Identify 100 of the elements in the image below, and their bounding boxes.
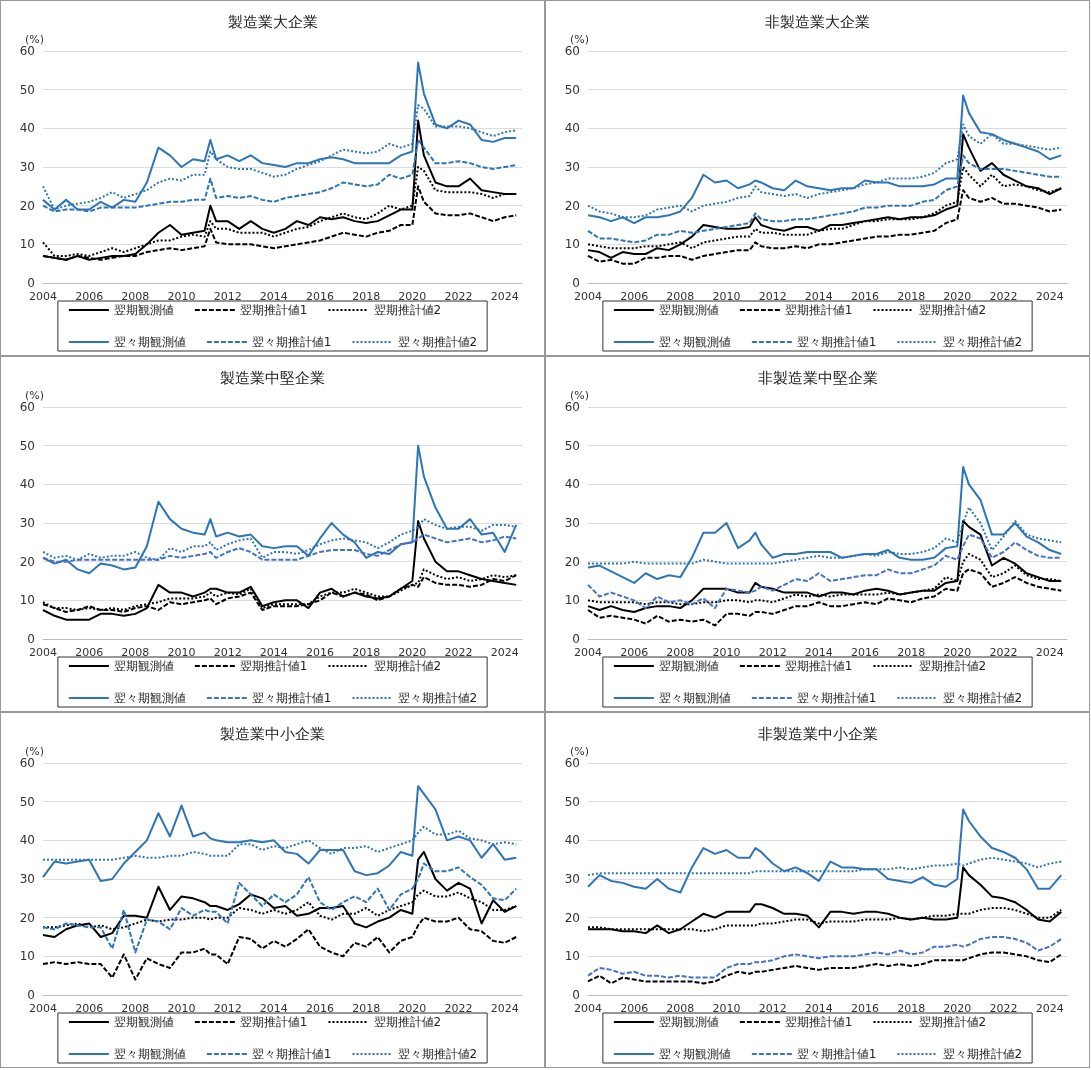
y-tick-label: 20 (564, 198, 580, 213)
x-tick-label: 2020 (943, 646, 972, 659)
x-tick-label: 2022 (444, 1002, 473, 1015)
x-tick-label: 2018 (352, 290, 381, 303)
x-tick-label: 2022 (989, 1002, 1018, 1015)
legend-label: 翌期推計値2 (373, 303, 442, 317)
legend-label: 翌期推計値2 (373, 1015, 442, 1029)
x-tick-label: 2010 (712, 290, 741, 303)
legend-label: 翌々期推計値1 (251, 1047, 332, 1061)
x-tick-label: 2008 (666, 646, 695, 659)
x-tick-label: 2018 (897, 1002, 926, 1015)
x-tick-label: 2014 (804, 290, 833, 303)
x-tick-label: 2024 (1035, 290, 1064, 303)
y-tick-label: 20 (564, 554, 580, 569)
x-tick-label: 2016 (851, 290, 880, 303)
y-tick-label: 20 (19, 554, 35, 569)
x-tick-label: 2018 (897, 290, 926, 303)
x-tick-label: 2016 (306, 290, 335, 303)
legend-label: 翌々期推計値1 (251, 691, 332, 705)
x-tick-label: 2012 (213, 290, 242, 303)
x-tick-label: 2022 (444, 646, 473, 659)
x-tick-label: 2008 (121, 646, 150, 659)
x-tick-label: 2004 (29, 290, 57, 303)
x-tick-label: 2024 (1035, 1002, 1064, 1015)
y-tick-label: 0 (27, 632, 35, 646)
x-tick-label: 2012 (213, 1002, 242, 1015)
y-tick-label: 0 (572, 276, 580, 290)
x-tick-label: 2014 (804, 646, 833, 659)
x-tick-label: 2020 (398, 646, 427, 659)
x-tick-label: 2006 (620, 290, 649, 303)
x-tick-label: 2018 (352, 646, 381, 659)
x-tick-label: 2024 (490, 290, 519, 303)
y-tick-label: 60 (19, 400, 35, 414)
x-tick-label: 2004 (574, 646, 602, 659)
x-tick-label: 2016 (306, 646, 335, 659)
y-tick-label: 40 (564, 477, 580, 492)
x-tick-label: 2018 (897, 646, 926, 659)
legend-label: 翌々期観測値 (113, 1047, 186, 1061)
legend-label: 翌期観測値 (113, 659, 174, 673)
legend-label: 翌期推計値1 (784, 1015, 853, 1029)
legend-label: 翌々期推計値1 (796, 335, 877, 349)
legend-label: 翌々期推計値2 (942, 1047, 1023, 1061)
legend-label: 翌期推計値2 (373, 659, 442, 673)
x-tick-label: 2016 (851, 1002, 880, 1015)
y-tick-label: 10 (19, 593, 35, 608)
y-tick-label: 60 (19, 756, 35, 770)
legend-label: 翌々期推計値2 (942, 335, 1023, 349)
x-tick-label: 2020 (943, 1002, 972, 1015)
x-tick-label: 2004 (574, 290, 602, 303)
y-tick-label: 30 (564, 516, 580, 530)
x-tick-label: 2010 (167, 290, 196, 303)
y-tick-label: 20 (564, 910, 580, 925)
x-tick-label: 2008 (121, 290, 150, 303)
x-tick-label: 2008 (666, 290, 695, 303)
chart-title: 製造業大企業 (227, 12, 318, 31)
x-tick-label: 2012 (758, 290, 787, 303)
x-tick-label: 2020 (398, 290, 427, 303)
legend-label: 翌々期推計値1 (796, 1047, 877, 1061)
legend-label: 翌期観測値 (658, 303, 719, 317)
x-tick-label: 2016 (851, 646, 880, 659)
y-tick-label: 50 (19, 794, 35, 809)
legend-label: 翌々期推計値1 (251, 335, 332, 349)
y-axis-title: (%) (570, 389, 590, 403)
y-tick-label: 0 (572, 632, 580, 646)
chart-title: 非製造業中小企業 (757, 724, 878, 743)
y-tick-label: 10 (564, 949, 580, 964)
legend-label: 翌々期推計値2 (397, 335, 478, 349)
y-tick-label: 50 (564, 82, 580, 97)
y-tick-label: 50 (564, 438, 580, 453)
x-tick-label: 2022 (989, 290, 1018, 303)
x-tick-label: 2020 (943, 290, 972, 303)
legend-label: 翌期推計値1 (239, 659, 308, 673)
legend-label: 翌期推計値1 (784, 659, 853, 673)
y-tick-label: 60 (564, 756, 580, 770)
y-tick-label: 40 (19, 833, 35, 848)
chart-title: 非製造業大企業 (765, 12, 870, 31)
y-tick-label: 30 (564, 160, 580, 174)
x-tick-label: 2010 (712, 1002, 741, 1015)
x-tick-label: 2004 (29, 646, 57, 659)
y-tick-label: 30 (19, 160, 35, 174)
chart-title: 製造業中小企業 (220, 724, 325, 743)
legend-label: 翌々期推計値2 (397, 691, 478, 705)
legend-label: 翌々期推計値1 (796, 691, 877, 705)
y-tick-label: 10 (564, 237, 580, 252)
x-tick-label: 2014 (804, 1002, 833, 1015)
y-tick-label: 40 (19, 477, 35, 492)
legend-label: 翌期推計値1 (784, 303, 853, 317)
legend-label: 翌期推計値2 (918, 303, 987, 317)
x-tick-label: 2024 (490, 646, 519, 659)
x-tick-label: 2004 (29, 1002, 57, 1015)
x-tick-label: 2006 (75, 290, 104, 303)
x-tick-label: 2010 (167, 646, 196, 659)
y-tick-label: 60 (19, 44, 35, 58)
y-tick-label: 40 (19, 121, 35, 136)
chart-title: 非製造業中堅企業 (757, 368, 878, 387)
legend-label: 翌々期推計値2 (942, 691, 1023, 705)
x-tick-label: 2006 (75, 1002, 104, 1015)
legend-label: 翌々期観測値 (113, 691, 186, 705)
y-axis-title: (%) (25, 745, 45, 759)
y-axis-title: (%) (25, 33, 45, 47)
